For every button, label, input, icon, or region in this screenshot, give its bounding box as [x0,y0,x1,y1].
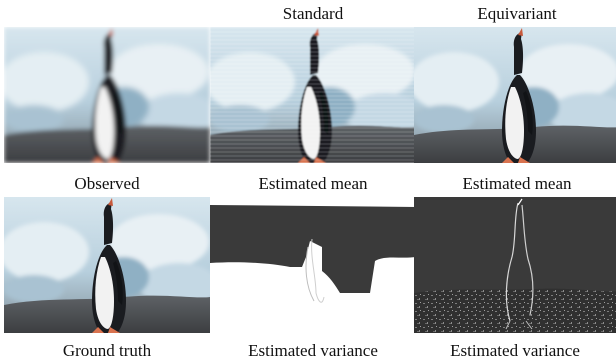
standard-mean-image [210,27,416,163]
equivariant-mean-image [414,27,616,163]
caption-observed: Observed [74,174,140,193]
caption-standard-mean: Estimated mean [258,174,368,193]
column-header-standard: Standard [282,4,344,23]
equivariant-variance-image [414,197,616,333]
caption-equivariant-variance: Estimated variance [450,341,580,360]
column-header-equivariant: Equivariant [477,4,557,23]
ground-truth-image [4,197,210,333]
caption-ground-truth: Ground truth [62,341,152,360]
caption-equivariant-mean: Estimated mean [462,174,572,193]
observed-image [4,27,210,163]
standard-variance-image [210,197,416,333]
caption-standard-variance: Estimated variance [248,341,378,360]
